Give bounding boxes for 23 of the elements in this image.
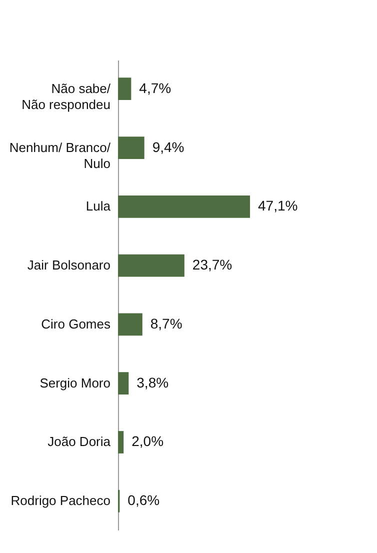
bar [118, 431, 124, 454]
y-tick-label: Nenhum/ Branco/ Nulo [9, 140, 111, 171]
y-tick-label: Ciro Gomes [41, 316, 111, 332]
data-label: 9,4% [152, 138, 184, 155]
data-label: 23,7% [192, 256, 232, 273]
data-label: 47,1% [258, 198, 298, 214]
bar [118, 195, 250, 218]
y-tick-label: João Doria [48, 434, 112, 450]
y-tick-label: Sergio Moro [40, 375, 110, 390]
bar [118, 313, 142, 336]
y-tick-label: Não sabe/ Não respondeu [22, 80, 111, 112]
data-label: 2,0% [132, 433, 164, 450]
data-label: 4,7% [139, 80, 172, 96]
bar [118, 136, 144, 159]
y-tick-label: Lula [86, 198, 112, 214]
y-tick-label: Rodrigo Pacheco [10, 493, 110, 508]
data-label: 8,7% [150, 315, 182, 332]
data-label: 0,6% [128, 492, 160, 508]
bar [118, 254, 184, 277]
bar [118, 78, 132, 100]
y-tick-label: Jair Bolsonaro [27, 258, 110, 273]
bar [118, 372, 129, 395]
data-label: 3,8% [136, 374, 169, 390]
